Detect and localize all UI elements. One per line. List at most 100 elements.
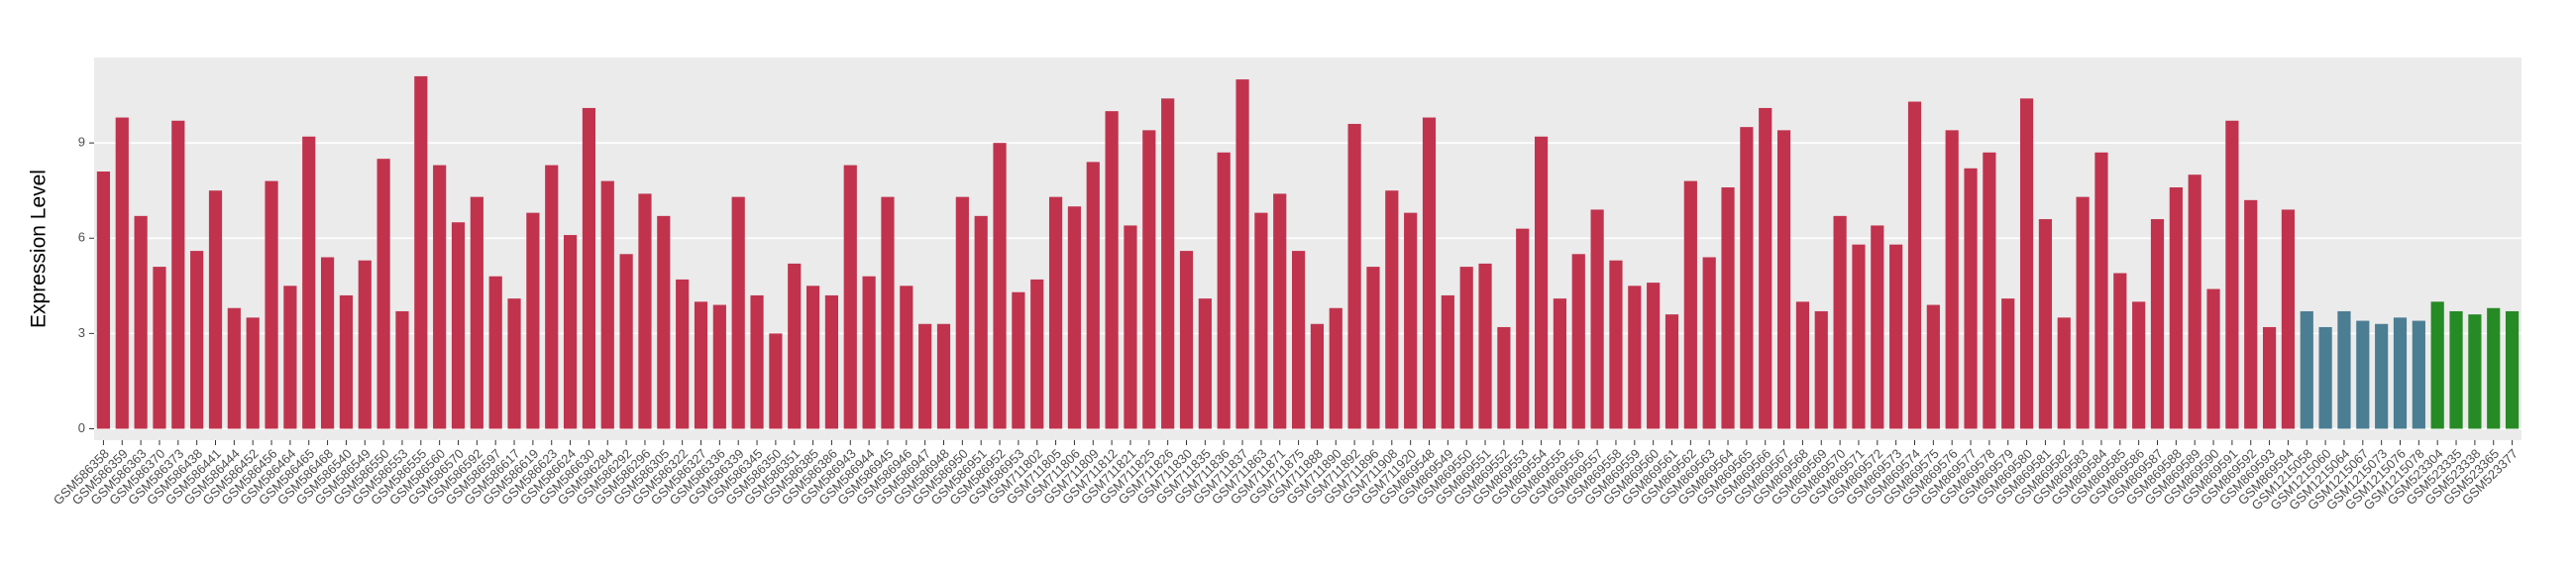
bar — [2244, 199, 2258, 429]
bar — [1702, 257, 1716, 429]
bar — [1664, 314, 1679, 429]
bar — [2206, 288, 2220, 429]
bar — [974, 215, 988, 429]
bar — [843, 165, 857, 429]
bar — [1871, 225, 1884, 429]
bar — [862, 276, 876, 429]
bar — [1235, 79, 1249, 429]
bar — [2001, 298, 2015, 429]
bar — [171, 120, 185, 429]
bar — [1497, 326, 1511, 429]
bar — [358, 260, 372, 429]
bar — [2150, 219, 2165, 429]
bar — [805, 286, 820, 429]
y-tick-label: 9 — [78, 135, 85, 150]
bar — [1086, 162, 1100, 429]
bar — [918, 323, 932, 429]
bar — [1590, 209, 1604, 429]
bar — [339, 294, 354, 429]
bar — [1516, 228, 1530, 429]
bar — [320, 257, 335, 429]
bar — [283, 286, 297, 429]
bar — [1571, 254, 1585, 429]
bar — [1647, 283, 1661, 429]
bar — [936, 323, 951, 429]
bar — [1124, 225, 1137, 429]
bar — [2281, 209, 2296, 429]
bar — [1833, 215, 1847, 429]
bar — [1404, 212, 1418, 429]
bar — [1683, 180, 1697, 429]
bar — [2393, 317, 2408, 429]
bar — [1740, 127, 1754, 429]
bar — [414, 75, 428, 429]
bar — [824, 294, 839, 429]
bar — [731, 196, 745, 429]
bar — [712, 304, 726, 429]
bar — [1366, 267, 1380, 429]
y-tick-label: 6 — [78, 230, 85, 245]
bar — [1459, 267, 1473, 429]
bar — [955, 196, 969, 429]
bar — [227, 307, 241, 429]
bar — [190, 251, 204, 429]
bar — [2449, 310, 2463, 429]
bar — [1553, 298, 1567, 429]
bar — [2468, 314, 2482, 429]
bar — [2094, 152, 2108, 429]
bar — [1628, 286, 1642, 429]
y-tick-label: 3 — [78, 325, 85, 340]
bar — [657, 215, 671, 429]
bar — [2337, 310, 2351, 429]
bar — [1609, 260, 1623, 429]
bar — [1814, 310, 1828, 429]
bar — [2132, 301, 2146, 429]
bar — [1198, 298, 1212, 429]
bar — [750, 294, 764, 429]
bar — [1347, 123, 1361, 429]
bar — [1142, 130, 1156, 429]
bar — [526, 212, 540, 429]
bar — [433, 165, 447, 429]
bar — [1179, 251, 1194, 429]
bar — [900, 286, 913, 429]
bar — [881, 196, 895, 429]
bar — [2038, 219, 2053, 429]
bar — [1852, 244, 1866, 429]
bar — [1776, 130, 1791, 429]
bar — [1983, 152, 1996, 429]
bar — [1534, 136, 1549, 429]
bar — [1329, 307, 1342, 429]
bar — [769, 333, 783, 429]
bar — [2019, 98, 2034, 429]
bar — [1945, 130, 1959, 429]
bar — [563, 235, 578, 429]
bar — [1012, 291, 1025, 429]
bar — [488, 276, 502, 429]
bar — [1310, 323, 1325, 429]
bar — [451, 222, 466, 429]
bar — [470, 196, 483, 429]
bar — [2300, 310, 2313, 429]
bar — [2356, 320, 2370, 429]
bar — [208, 190, 223, 429]
bar — [676, 279, 690, 429]
bar — [2169, 187, 2183, 429]
bar — [1273, 193, 1287, 429]
bar — [1889, 244, 1903, 429]
bar — [638, 193, 652, 429]
bar — [993, 143, 1007, 429]
bar — [265, 180, 278, 429]
bar — [1291, 251, 1306, 429]
bar — [619, 254, 633, 429]
bar — [1048, 196, 1063, 429]
bar — [2188, 174, 2201, 429]
bar — [2262, 326, 2277, 429]
bar — [134, 215, 148, 429]
bar — [1795, 301, 1810, 429]
bar — [96, 171, 111, 429]
bar — [1422, 117, 1437, 429]
bar — [545, 165, 559, 429]
bar — [2225, 120, 2239, 429]
bar — [376, 159, 390, 429]
